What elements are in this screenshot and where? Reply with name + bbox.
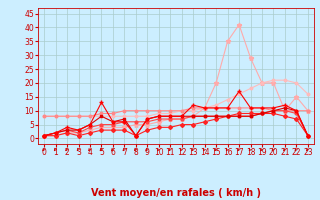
Text: Vent moyen/en rafales ( km/h ): Vent moyen/en rafales ( km/h ) bbox=[91, 188, 261, 198]
